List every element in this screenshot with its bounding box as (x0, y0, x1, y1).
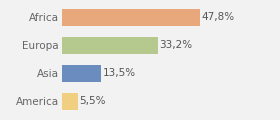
Text: 47,8%: 47,8% (202, 12, 235, 22)
Text: 13,5%: 13,5% (102, 68, 136, 78)
Bar (62, 37, 158, 54)
Bar (62, 9, 200, 26)
Text: 5,5%: 5,5% (79, 96, 106, 106)
Text: 33,2%: 33,2% (160, 40, 193, 50)
Bar (62, 65, 101, 82)
Bar (62, 93, 78, 110)
